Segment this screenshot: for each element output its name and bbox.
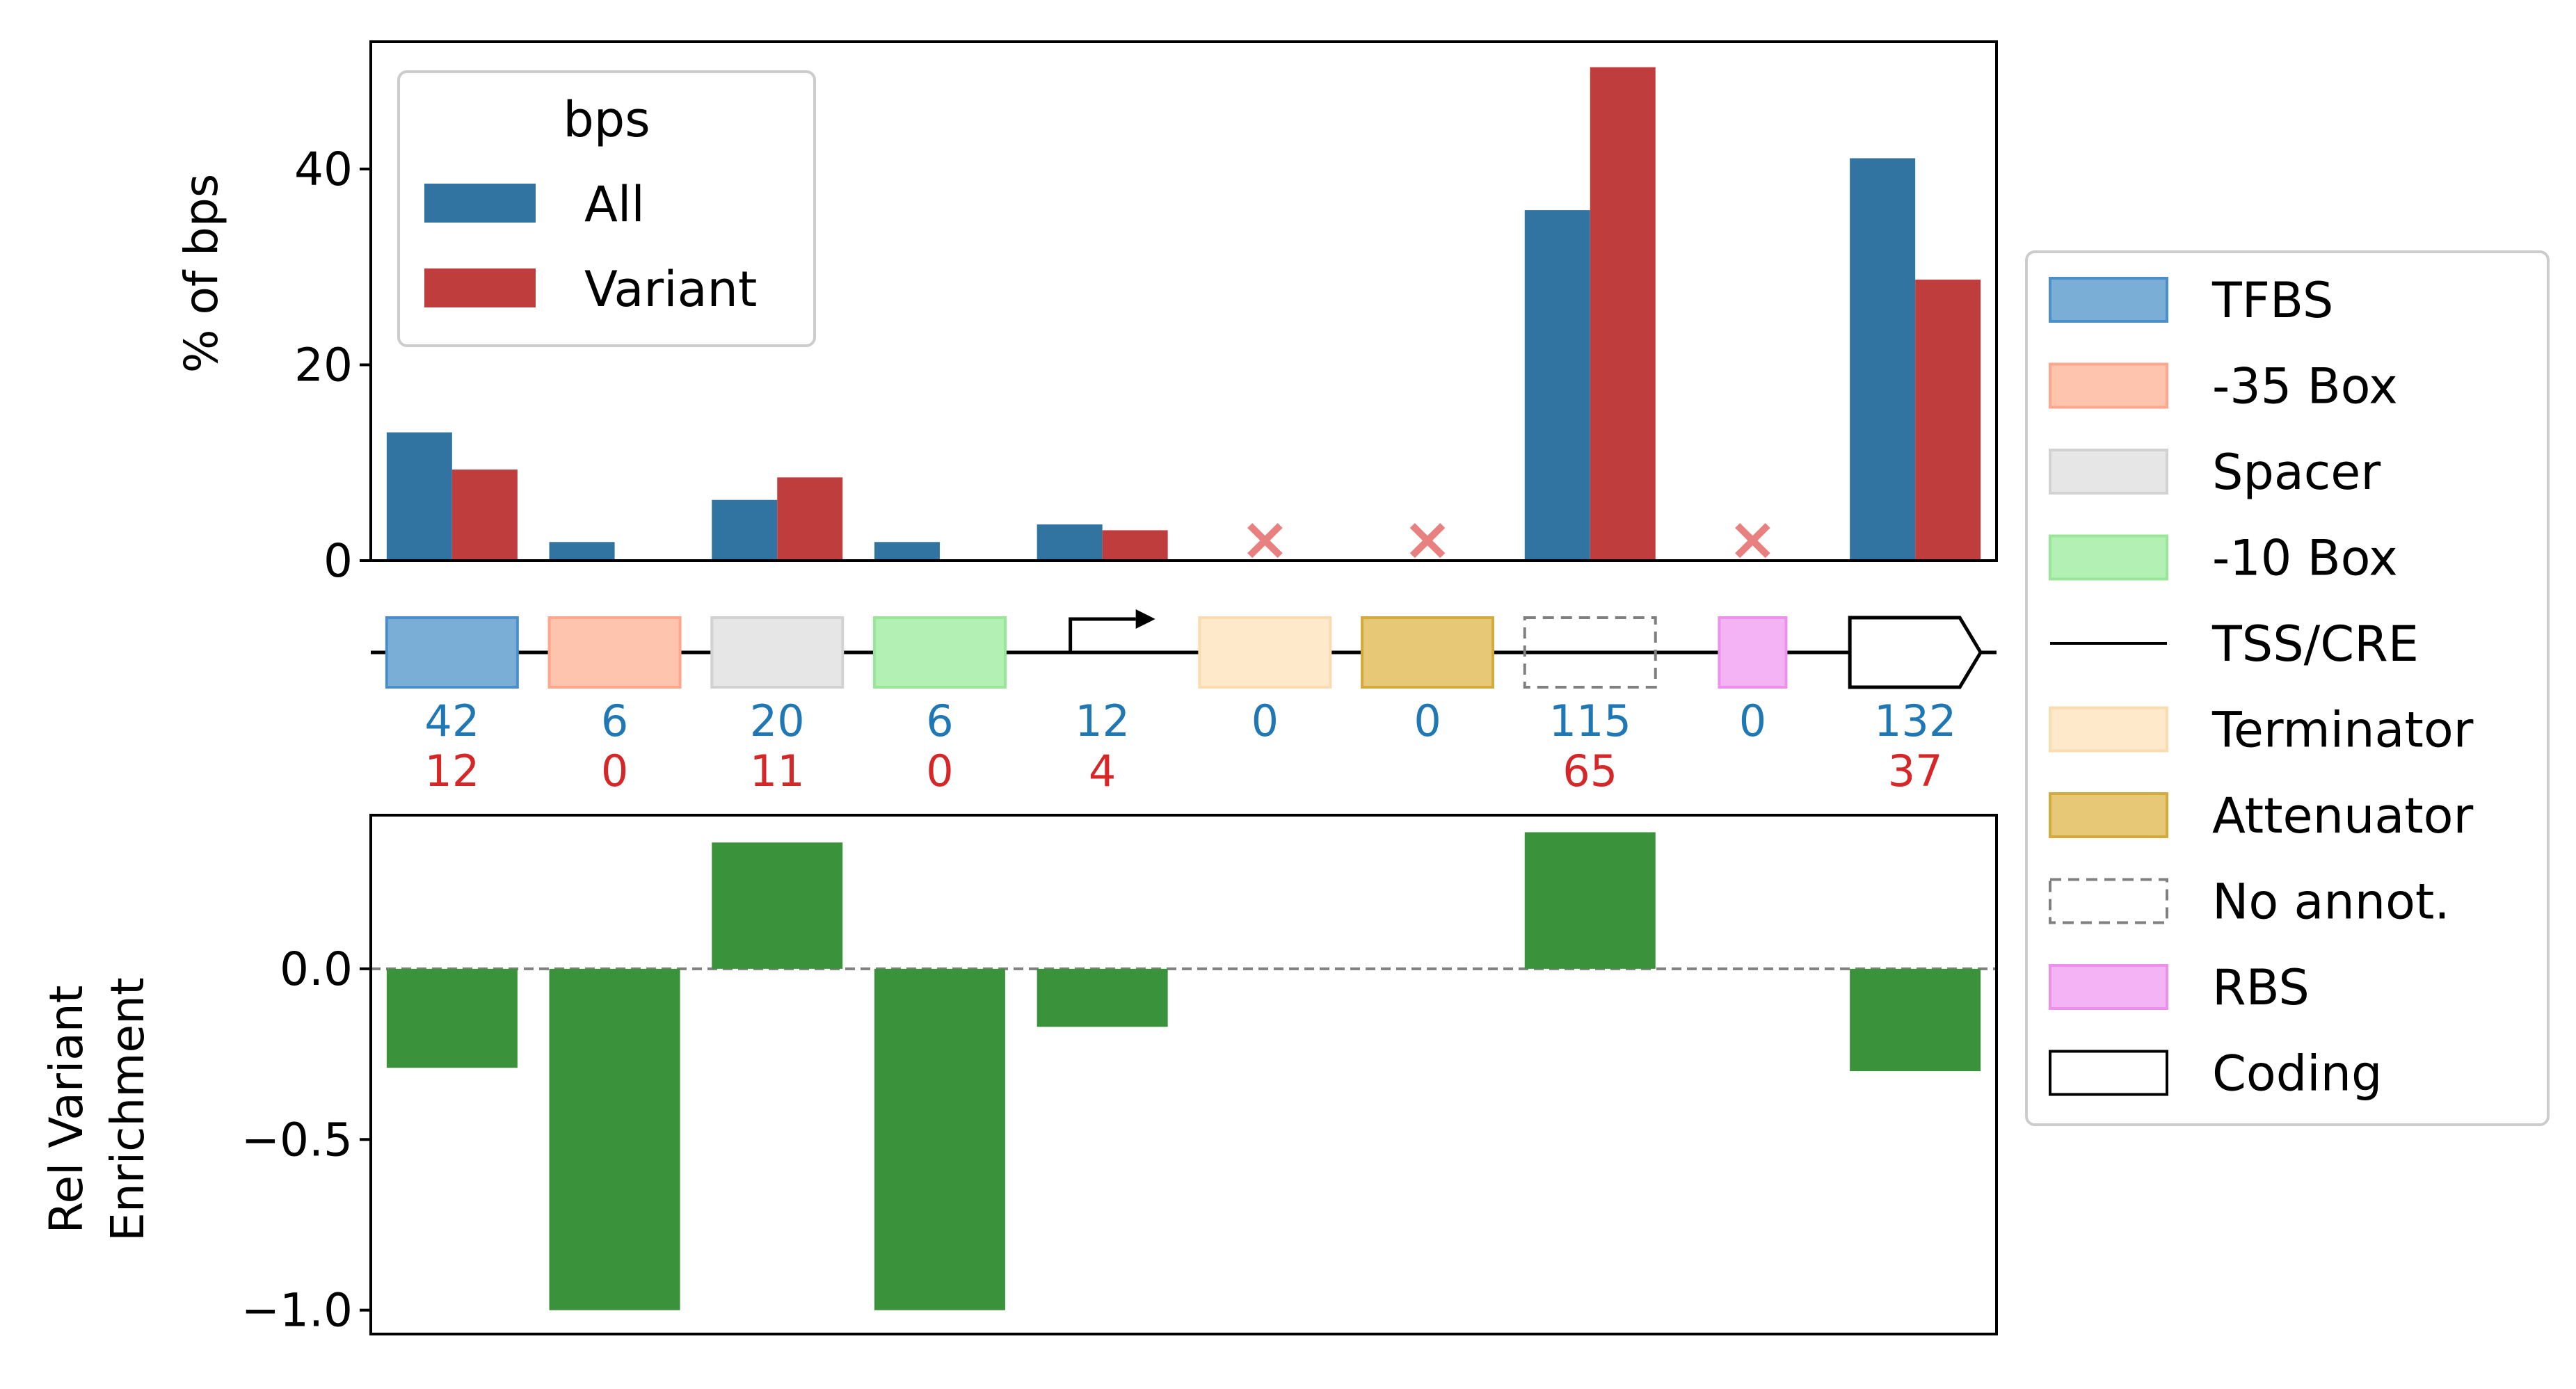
track-feature-no-annot	[1523, 616, 1657, 689]
series-legend-title: bps	[563, 91, 650, 148]
track-feature-spacer	[710, 616, 845, 689]
missing-marker-attenuator: ×	[1402, 504, 1453, 574]
bottom-y-axis-label-line-1: Rel Variant	[40, 986, 93, 1234]
legend-label-rbs: RBS	[2212, 959, 2310, 1016]
count-variant-35-box: 0	[601, 746, 628, 796]
bar-variant-no-annot	[1590, 67, 1656, 561]
top-axes-frame	[369, 40, 1998, 562]
series-legend: bps All Variant	[397, 70, 816, 347]
bar-variant-tfbs	[451, 469, 518, 561]
count-all-35-box: 6	[601, 696, 628, 746]
track-feature-tfbs	[385, 616, 519, 689]
top-bars	[386, 67, 1981, 561]
enrichment-bar-tfbs	[386, 968, 518, 1068]
count-variant-tss-cre: 4	[1089, 746, 1116, 796]
count-all-terminator: 0	[1251, 696, 1279, 746]
legend-swatch-rbs	[2049, 964, 2168, 1010]
enrichment-bar-no-annot	[1524, 832, 1656, 969]
legend-swatch-no-annot	[2049, 878, 2168, 924]
count-all-tss-cre: 12	[1075, 696, 1130, 746]
bar-all-10-box	[874, 542, 940, 561]
enrichment-bar-10-box	[874, 968, 1005, 1310]
track-feature-tss-cre-arrow	[1069, 617, 1136, 652]
bottom-bar-chart: 0.0 −0.5 −1.0 Rel Variant Enrichment	[40, 814, 1998, 1338]
bar-all-35-box	[549, 542, 615, 561]
count-all-rbs: 0	[1739, 696, 1766, 746]
top-bar-chart: × × × 0 20 40 % of bps bps All Variant	[175, 40, 1998, 588]
legend-label-tss-cre: TSS/CRE	[2211, 616, 2419, 673]
legend-swatch-spacer	[2049, 449, 2168, 495]
bar-variant-coding	[1915, 280, 1981, 561]
bottom-y-tick-label: −1.0	[241, 1284, 353, 1338]
track-feature-35-box	[547, 616, 682, 689]
bottom-y-ticks: 0.0 −0.5 −1.0	[241, 942, 371, 1338]
bar-all-no-annot	[1524, 210, 1590, 561]
top-y-tick-label: 40	[294, 143, 353, 196]
legend-label-coding: Coding	[2212, 1045, 2382, 1102]
count-all-no-annot: 115	[1549, 696, 1631, 746]
top-y-axis-label: % of bps	[175, 174, 228, 373]
count-all-tfbs: 42	[424, 696, 479, 746]
track-feature-rbs	[1718, 616, 1788, 689]
legend-swatch-tfbs	[2049, 277, 2168, 323]
bar-all-tfbs	[386, 432, 452, 561]
feature-legend: TFBS -35 Box Spacer -10 Box TSS/CRE Terminato…	[2025, 250, 2550, 1126]
missing-data-markers: × × ×	[1240, 504, 1777, 574]
legend-swatch-coding	[2049, 1050, 2168, 1096]
enrichment-bar-spacer	[712, 842, 843, 969]
legend-label-all: All	[584, 176, 645, 233]
count-variant-10-box: 0	[926, 746, 953, 796]
legend-label-variant: Variant	[584, 261, 757, 318]
top-y-tick-label: 0	[323, 534, 353, 588]
legend-label-no-annot: No annot.	[2212, 874, 2450, 931]
count-all-spacer: 20	[750, 696, 805, 746]
bar-variant-tss-cre	[1102, 530, 1168, 561]
bottom-axes-frame	[369, 814, 1998, 1335]
bar-all-tss-cre	[1037, 524, 1103, 561]
legend-label-10-box: -10 Box	[2212, 530, 2398, 587]
enrichment-bar-tss-cre	[1037, 968, 1168, 1027]
legend-swatch-all	[424, 184, 536, 223]
track-features	[385, 609, 1983, 689]
count-all-attenuator: 0	[1414, 696, 1441, 746]
count-all-10-box: 6	[926, 696, 953, 746]
count-variant-spacer: 11	[750, 746, 805, 796]
count-variant-no-annot: 65	[1562, 746, 1617, 796]
bottom-y-axis-label-line-2: Enrichment	[101, 977, 154, 1242]
missing-marker-rbs: ×	[1727, 504, 1777, 574]
count-variant-tfbs: 12	[424, 746, 479, 796]
legend-swatch-attenuator	[2049, 792, 2168, 838]
legend-label-35-box: -35 Box	[2212, 358, 2398, 415]
feature-legend-items: TFBS -35 Box Spacer -10 Box TSS/CRE Terminato…	[2049, 272, 2474, 1102]
track-feature-tss-cre-arrowhead	[1135, 609, 1155, 629]
missing-marker-terminator: ×	[1240, 504, 1290, 574]
count-variant-coding: 37	[1888, 746, 1943, 796]
legend-label-terminator: Terminator	[2211, 702, 2474, 759]
bar-all-coding	[1850, 158, 1916, 561]
bottom-y-tick-label: −0.5	[241, 1113, 353, 1166]
bottom-y-tick-label: 0.0	[280, 942, 353, 996]
legend-swatch-terminator	[2049, 706, 2168, 753]
track-feature-terminator	[1198, 616, 1332, 689]
top-y-ticks: 0 20 40	[294, 143, 371, 588]
legend-label-attenuator: Attenuator	[2212, 787, 2474, 844]
bar-variant-spacer	[777, 477, 843, 561]
bar-all-spacer	[712, 499, 778, 561]
track-feature-10-box	[872, 616, 1007, 689]
track-feature-coding	[1848, 616, 1983, 689]
legend-swatch-10-box	[2049, 534, 2168, 581]
count-all-coding: 132	[1874, 696, 1956, 746]
legend-label-spacer: Spacer	[2212, 444, 2381, 501]
enrichment-bar-coding	[1850, 968, 1981, 1072]
legend-label-tfbs: TFBS	[2211, 272, 2333, 329]
top-y-tick-label: 20	[294, 338, 353, 392]
legend-swatch-variant	[424, 268, 536, 307]
enrichment-bar-35-box	[549, 968, 680, 1310]
track-feature-attenuator	[1361, 616, 1495, 689]
bottom-bars	[386, 832, 1981, 1310]
legend-swatch-35-box	[2049, 362, 2168, 409]
